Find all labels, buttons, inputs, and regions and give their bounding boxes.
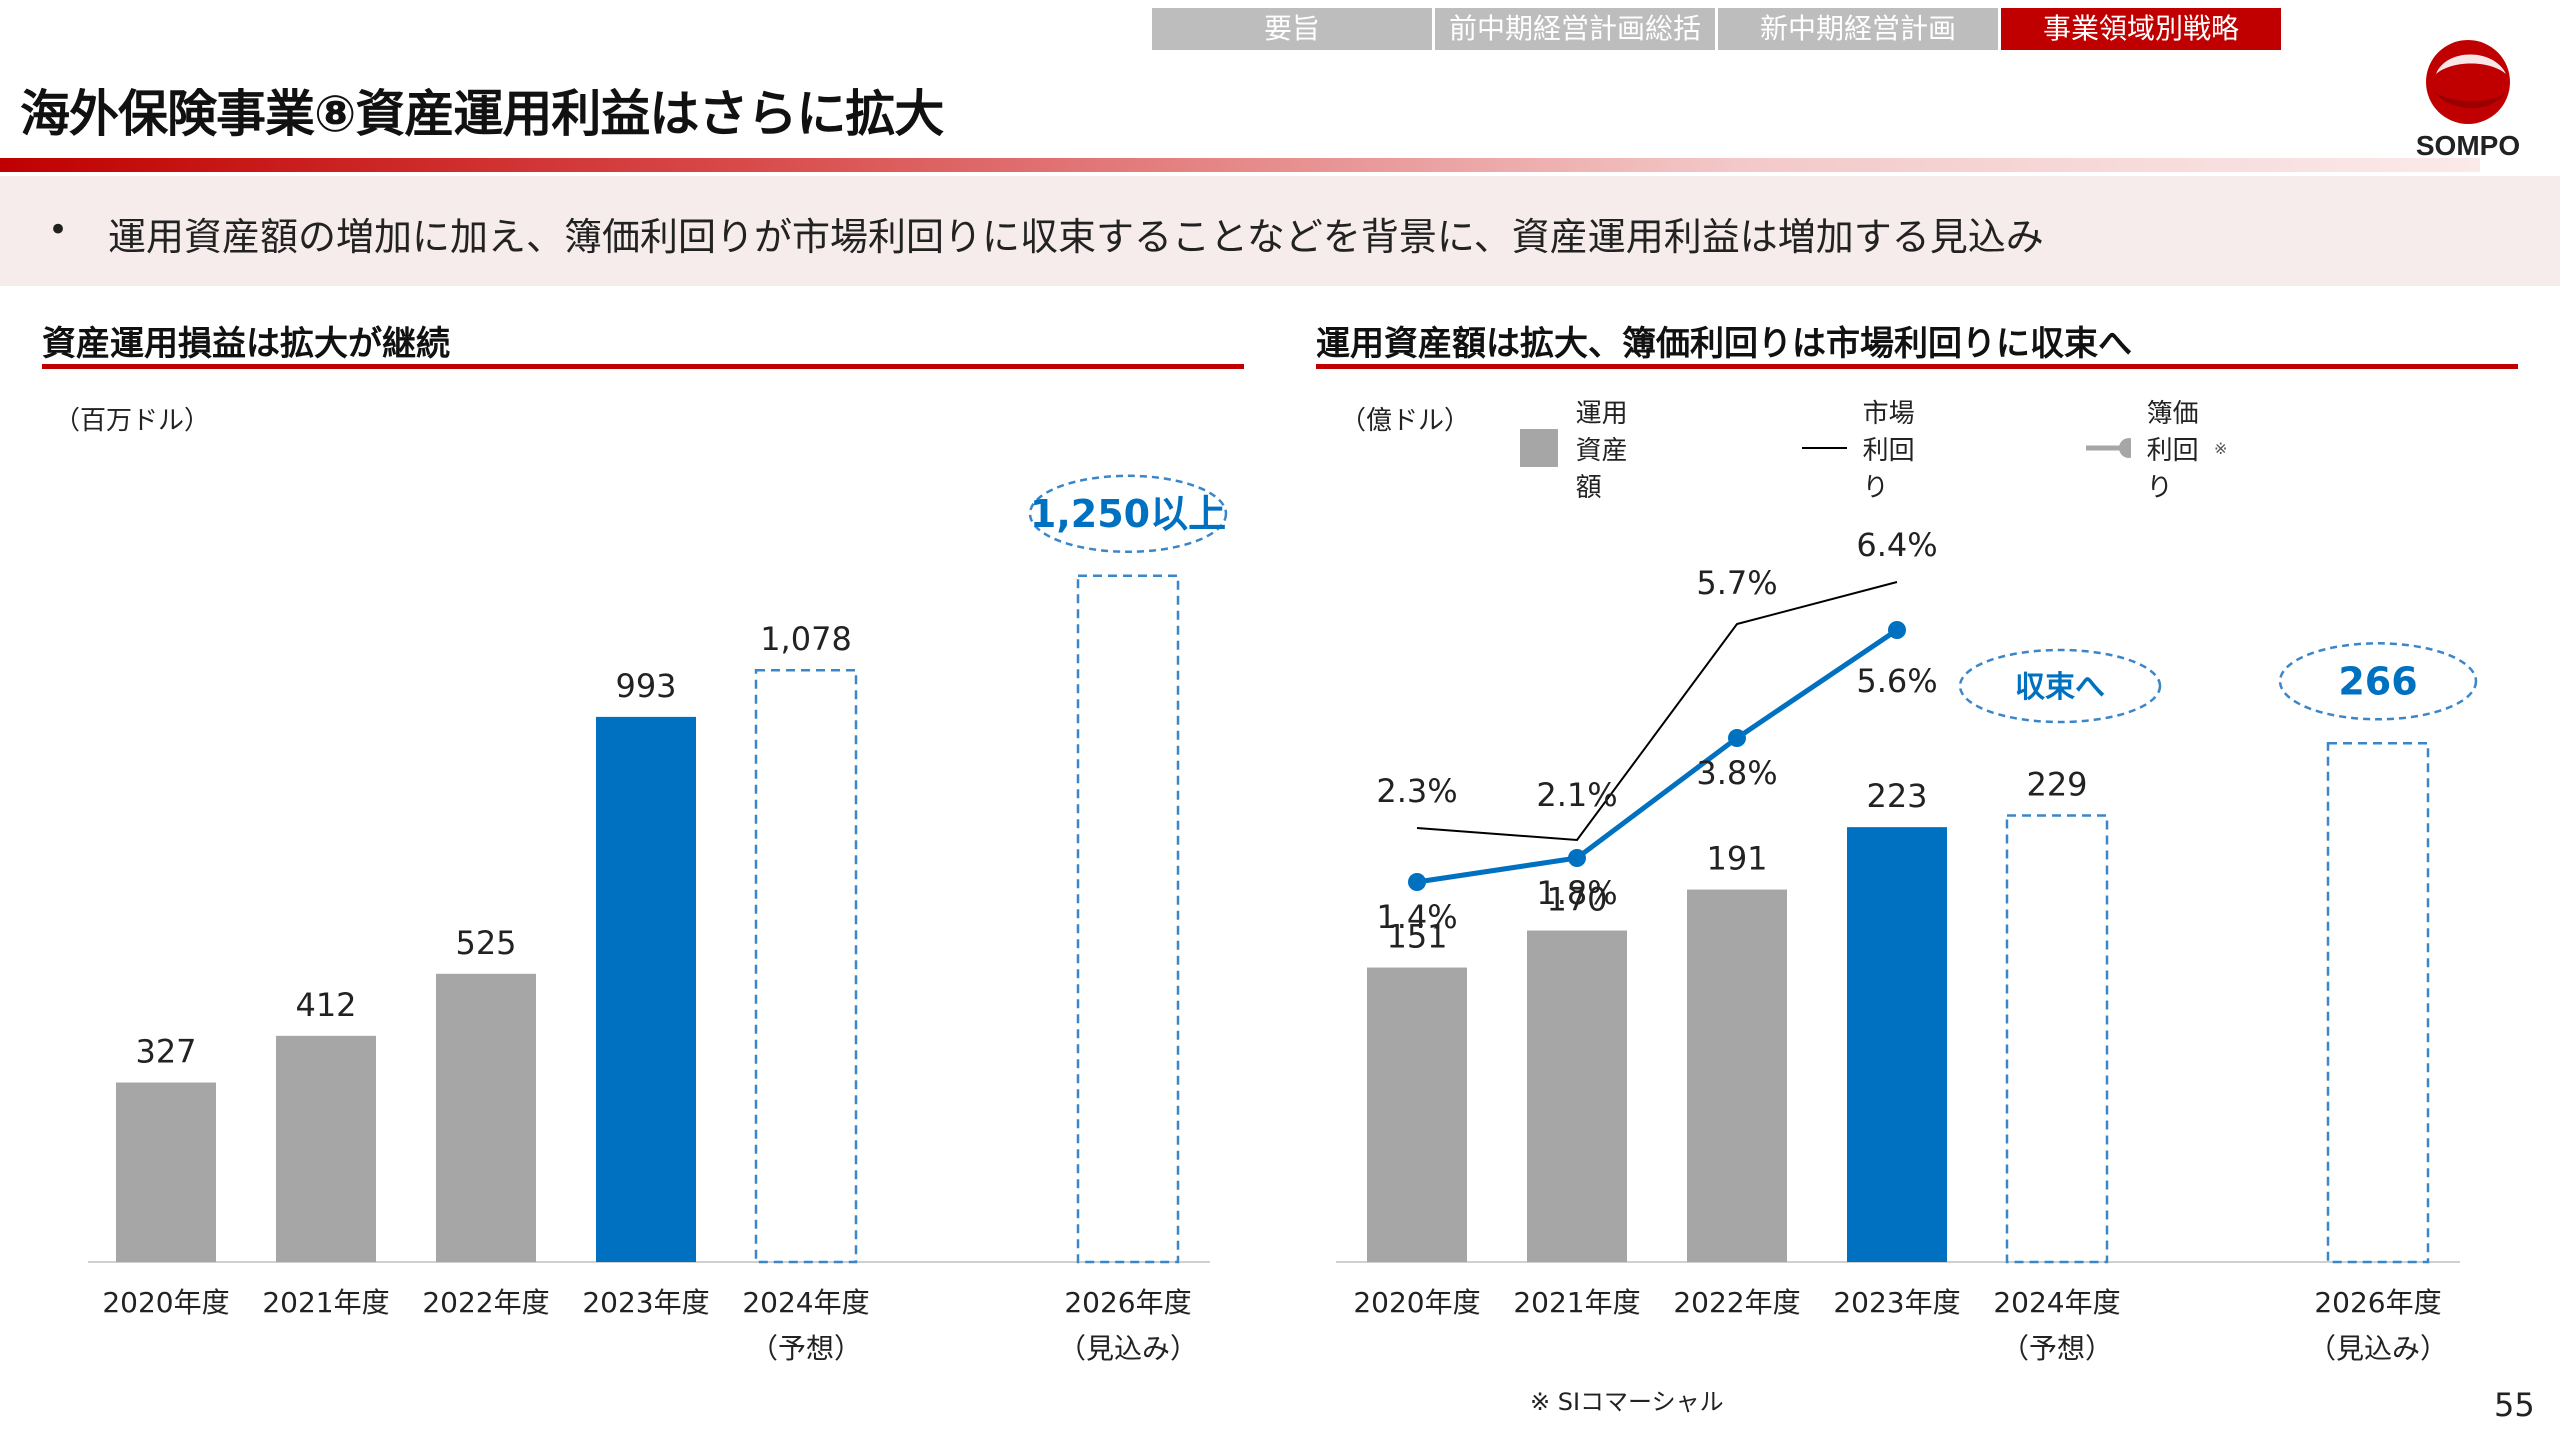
- legend-item-book-yield: 簿価利回り ※: [2086, 399, 2228, 503]
- legend-label-assets: 運用資産額: [1575, 398, 1628, 503]
- convergence-annotation: 収束へ: [2015, 670, 2105, 705]
- bar-2020: [116, 1082, 216, 1262]
- legend-label-book-yield: 簿価利回り: [2146, 398, 2199, 503]
- tab-business-strategy[interactable]: 事業領域別戦略: [2001, 8, 2281, 50]
- x-tick-label: 2020年度: [1353, 1286, 1480, 1319]
- callout-ellipse: [2278, 642, 2478, 721]
- assets-yield-chart: 151 2020年度 170 2021年度 191 2022年度 223 2023年度 229 2…: [1336, 526, 2478, 1365]
- bar-2023: [596, 716, 696, 1262]
- x-tick-label: 2024年度: [742, 1286, 869, 1319]
- x-tick-sublabel: （見込み）: [1058, 1332, 1198, 1365]
- right-section-underline: [1316, 364, 2518, 369]
- tab-new-plan[interactable]: 新中期経営計画: [1718, 8, 1998, 50]
- sompo-logo-icon: [2426, 40, 2510, 124]
- bar-2022: [436, 973, 536, 1262]
- legend-item-market-yield: 市場利回り: [1802, 399, 1930, 503]
- bar-value-label: 229: [2026, 765, 2087, 803]
- convergence-callout-ellipse: [1958, 648, 2162, 724]
- x-tick-label: 2021年度: [1513, 1286, 1640, 1319]
- legend-book-mark: ※: [2214, 438, 2228, 458]
- book-yield-point: [1568, 849, 1586, 867]
- left-section-title: 資産運用損益は拡大が継続: [42, 324, 450, 364]
- bar-value-label: 993: [615, 667, 676, 705]
- market-yield-line: [1416, 581, 1898, 842]
- x-tick-label: 2021年度: [262, 1286, 389, 1319]
- market-yield-label: 6.4%: [1856, 526, 1937, 564]
- bar-value-label: 412: [295, 986, 356, 1024]
- bar-value-label: 1,078: [760, 620, 852, 658]
- page-number: 55: [2494, 1386, 2535, 1424]
- bar-2023: [1847, 827, 1947, 1262]
- bar-2020: [1367, 967, 1467, 1262]
- legend-label-market-yield: 市場利回り: [1862, 398, 1915, 503]
- legend-swatch-bar: [1520, 429, 1558, 467]
- left-unit-label: （百万ドル）: [54, 406, 211, 436]
- tab-summary[interactable]: 要旨: [1152, 8, 1432, 50]
- top-nav: 要旨 前中期経営計画総括 新中期経営計画 事業領域別戦略: [1152, 8, 2281, 50]
- x-tick-label: 2023年度: [1833, 1286, 1960, 1319]
- x-tick-label: 2022年度: [1673, 1286, 1800, 1319]
- x-tick-sublabel: （予想）: [2001, 1332, 2113, 1365]
- callout-ellipse: [1028, 474, 1228, 554]
- right-unit-label: （億ドル）: [1340, 406, 1471, 436]
- x-tick-label: 2026年度: [1064, 1286, 1191, 1319]
- bar-value-label: 191: [1706, 840, 1767, 878]
- logo: SOMPO: [2398, 34, 2538, 164]
- legend-swatch-book-line: [2086, 438, 2131, 458]
- left-section-underline: [42, 364, 1244, 369]
- bar-2024-dashed: [2005, 814, 2109, 1264]
- book-yield-point: [1408, 873, 1426, 891]
- callout-value-label: 1,250以上: [1030, 492, 1226, 536]
- book-yield-label: 1.4%: [1376, 898, 1457, 936]
- x-tick-label: 2026年度: [2314, 1286, 2441, 1319]
- bar-value-label: 170: [1546, 881, 1607, 919]
- summary-band: • 運用資産額の増加に加え、簿価利回りが市場利回りに収束することなどを背景に、資…: [0, 176, 2560, 286]
- x-tick-label: 2023年度: [582, 1286, 709, 1319]
- bar-2022: [1687, 889, 1787, 1262]
- x-tick-sublabel: （予想）: [750, 1332, 862, 1365]
- x-tick-label: 2020年度: [102, 1286, 229, 1319]
- bullet: •: [48, 210, 69, 250]
- page-title: 海外保険事業⑧資産運用利益はさらに拡大: [20, 85, 944, 143]
- logo-text: SOMPO: [2415, 130, 2521, 161]
- bar-value-label: 327: [135, 1032, 196, 1070]
- callout-value-label: 266: [2338, 659, 2417, 703]
- bar-2024-dashed: [754, 668, 858, 1264]
- summary-text: 運用資産額の増加に加え、簿価利回りが市場利回りに収束することなどを背景に、資産運…: [108, 215, 2044, 259]
- footnote: ※ SIコマーシャル: [1530, 1388, 1724, 1416]
- bar-2026-dashed: [1076, 574, 1180, 1264]
- legend-swatch-market-line: [1802, 447, 1847, 449]
- market-yield-label: 2.3%: [1376, 772, 1457, 810]
- bar-value-label: 525: [455, 924, 516, 962]
- book-yield-label: 3.8%: [1696, 754, 1777, 792]
- market-yield-label: 5.7%: [1696, 564, 1777, 602]
- market-yield-label: 2.1%: [1536, 776, 1617, 814]
- x-tick-label: 2022年度: [422, 1286, 549, 1319]
- book-yield-point: [1888, 621, 1906, 639]
- title-underline: [0, 158, 2480, 172]
- legend-item-assets: 運用資産額: [1520, 399, 1640, 503]
- x-tick-sublabel: （見込み）: [2308, 1332, 2448, 1365]
- investment-income-chart: 327 2020年度 412 2021年度 525 2022年度 993 2023年度 1,07…: [88, 474, 1228, 1365]
- x-tick-label: 2024年度: [1993, 1286, 2120, 1319]
- bar-2021: [1527, 930, 1627, 1262]
- right-section-title: 運用資産額は拡大、簿価利回りは市場利回りに収束へ: [1316, 324, 2132, 364]
- book-yield-point: [1728, 729, 1746, 747]
- bar-value-label: 223: [1866, 777, 1927, 815]
- book-yield-label: 1.8%: [1536, 874, 1617, 912]
- tab-previous-plan-review[interactable]: 前中期経営計画総括: [1435, 8, 1715, 50]
- bar-2021: [276, 1035, 376, 1262]
- book-yield-line: [1416, 627, 1899, 885]
- bar-2026-dashed: [2326, 742, 2430, 1264]
- bar-value-label: 151: [1386, 918, 1447, 956]
- book-yield-label: 5.6%: [1856, 662, 1937, 700]
